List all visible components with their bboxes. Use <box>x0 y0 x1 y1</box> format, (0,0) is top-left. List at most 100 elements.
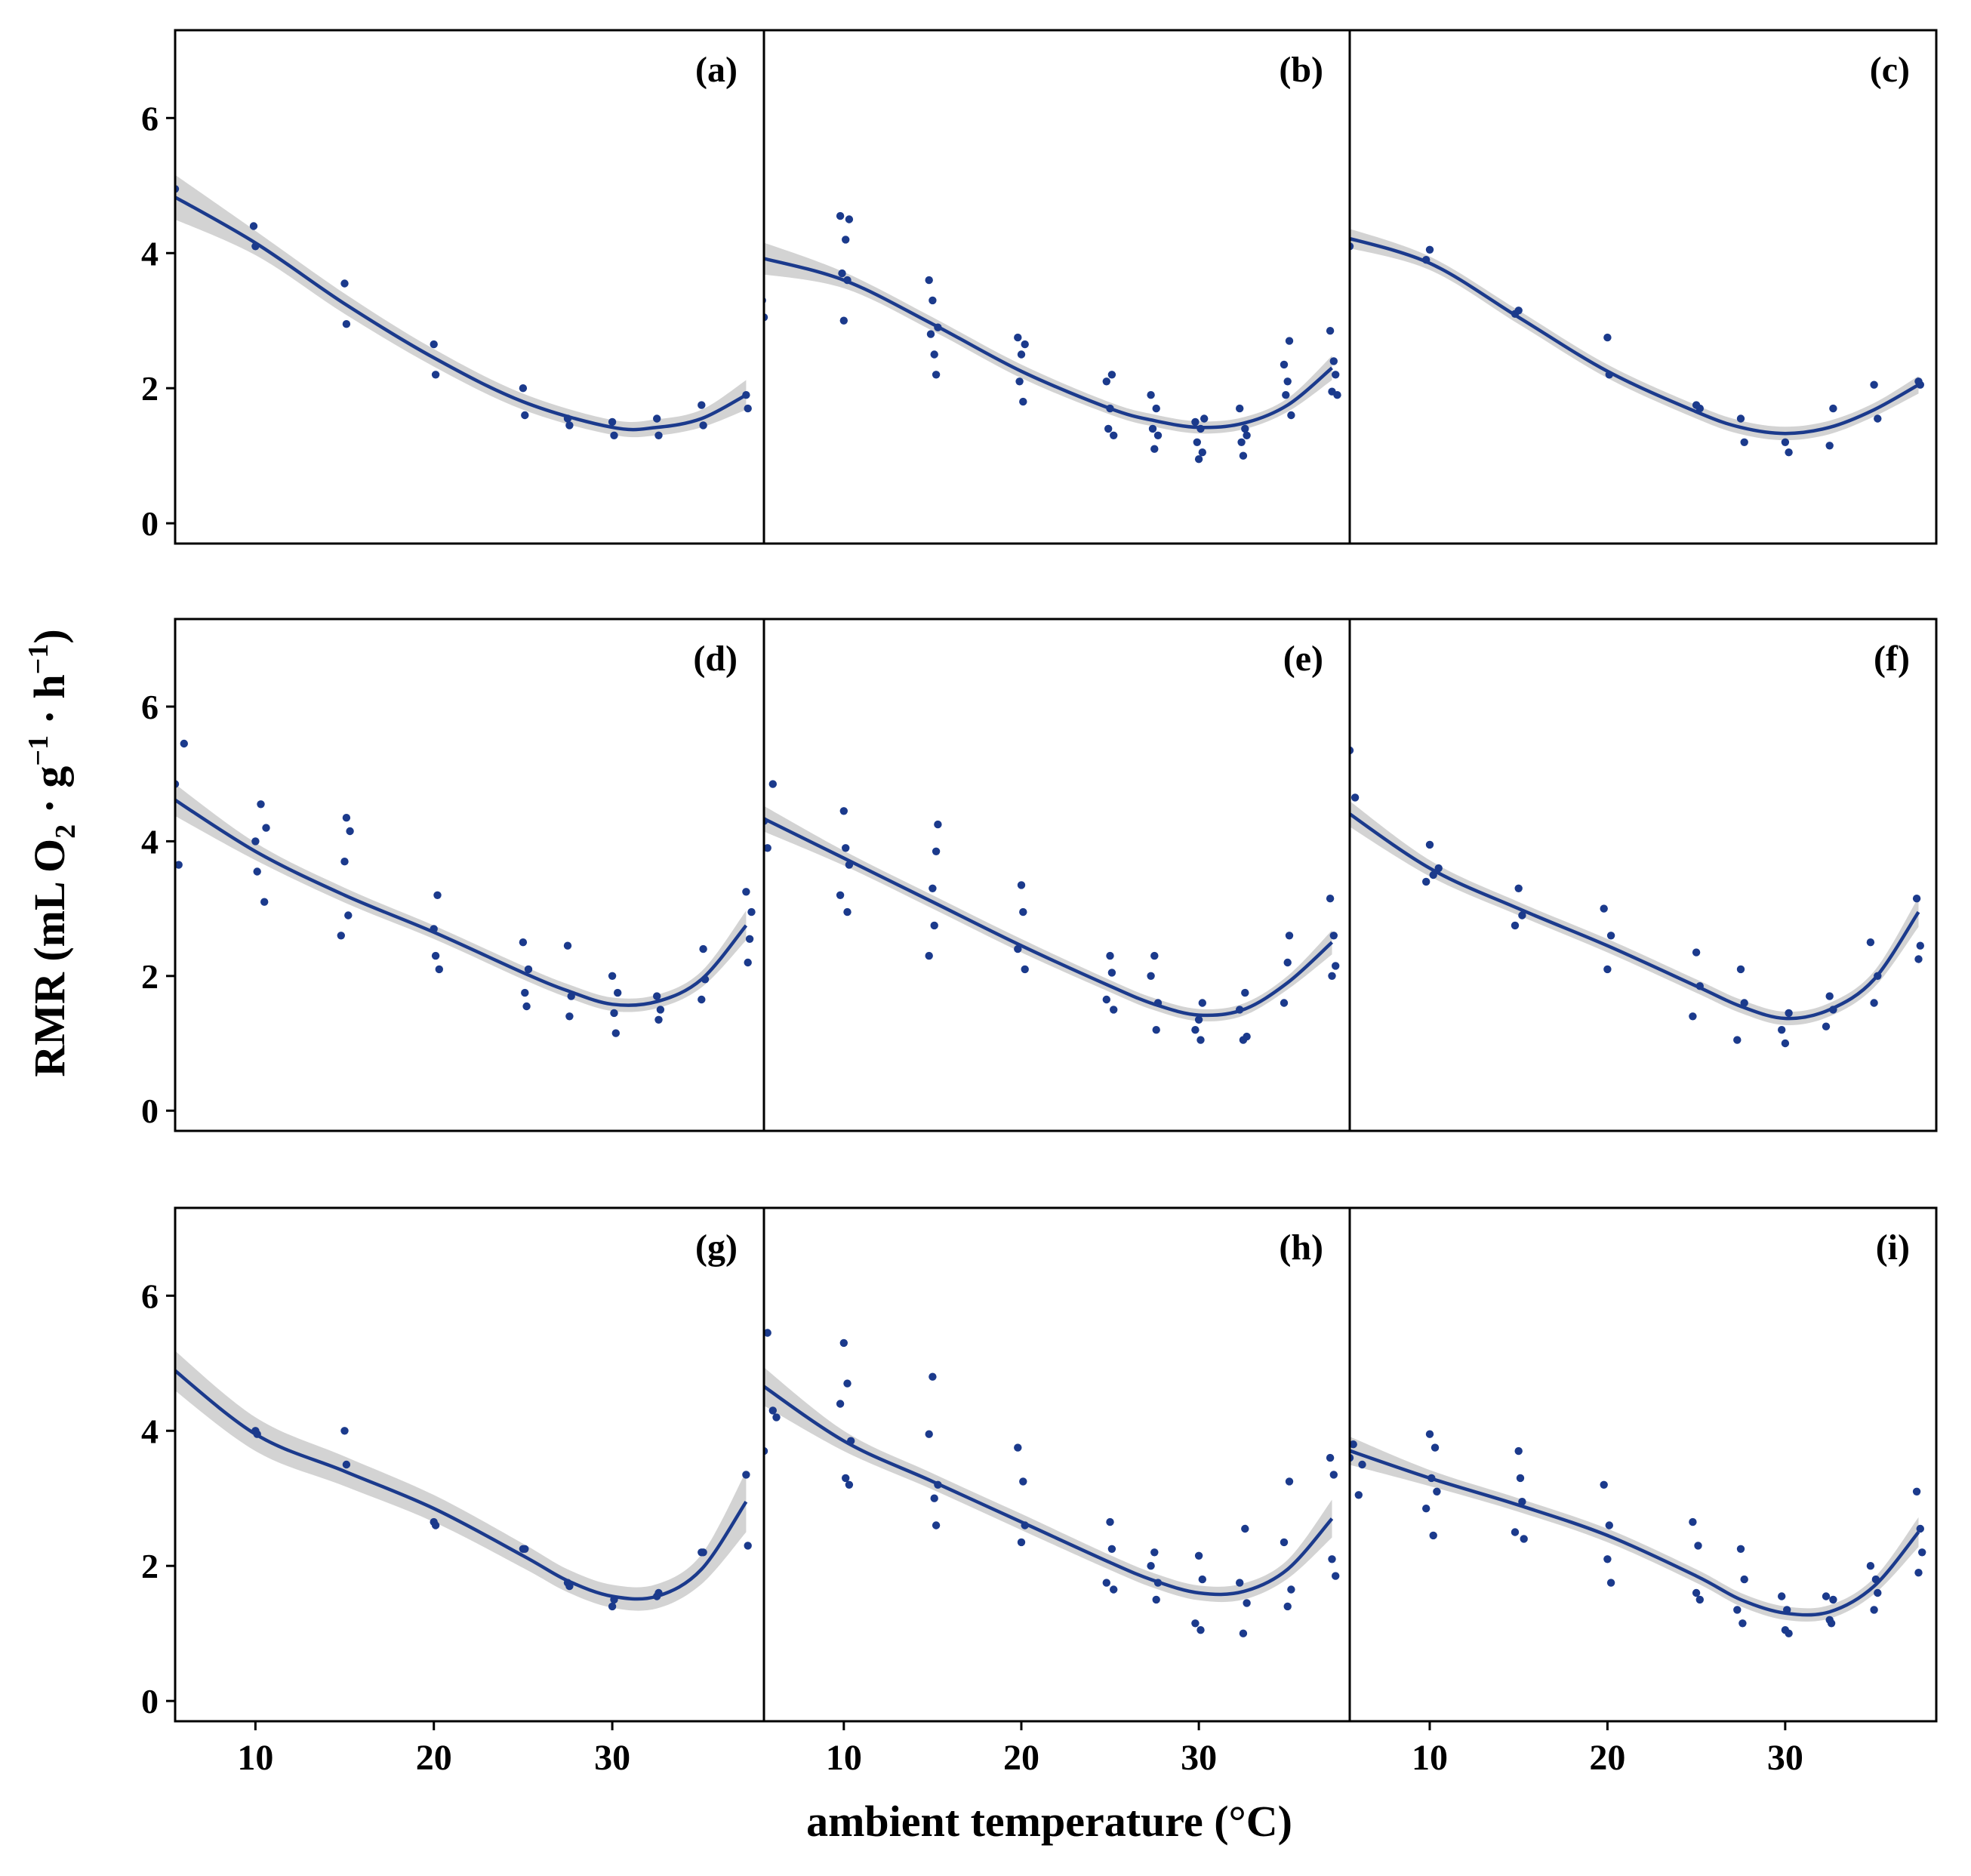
data-point <box>180 739 188 748</box>
panel-frame <box>174 29 765 545</box>
data-point <box>1329 1471 1338 1479</box>
data-point <box>162 817 170 824</box>
data-point <box>1014 1443 1022 1452</box>
data-point <box>930 921 938 930</box>
data-point <box>342 320 351 328</box>
data-point <box>1152 404 1160 413</box>
data-point <box>845 1480 854 1489</box>
data-point <box>1429 1531 1437 1540</box>
data-point <box>1285 337 1294 345</box>
data-point <box>1606 1579 1615 1587</box>
panel-label: (i) <box>1876 1228 1910 1268</box>
data-point <box>1337 233 1344 240</box>
data-point <box>1241 988 1249 997</box>
panel-frame <box>762 618 1351 1132</box>
plot-area <box>753 722 1340 1044</box>
data-point <box>1107 969 1116 977</box>
data-point <box>1825 992 1834 1000</box>
y-tick-label: 4 <box>141 822 159 861</box>
data-point <box>1829 404 1837 413</box>
y-tick-label: 6 <box>141 688 159 726</box>
panel-label: (a) <box>695 50 738 90</box>
y-axis-title-mid2: · h <box>25 674 74 735</box>
data-point <box>930 350 938 359</box>
data-point <box>1329 357 1338 365</box>
confidence-band <box>175 174 747 438</box>
confidence-band <box>1350 1436 1919 1622</box>
x-tick-label: 10 <box>237 1738 273 1778</box>
data-point <box>1110 1585 1118 1594</box>
data-point <box>249 222 258 230</box>
data-point <box>744 958 752 967</box>
data-point <box>175 861 183 869</box>
data-point <box>1914 955 1923 963</box>
data-point <box>1198 1575 1207 1584</box>
data-point <box>1014 333 1022 342</box>
data-point <box>934 820 942 829</box>
data-point <box>1606 932 1615 940</box>
data-point <box>1829 1595 1837 1604</box>
data-point <box>342 1460 351 1469</box>
data-point <box>1918 1548 1926 1557</box>
data-point <box>1689 1517 1697 1526</box>
data-point <box>1600 1480 1608 1489</box>
panel-e: (e) <box>753 618 1351 1132</box>
data-point <box>431 1521 440 1529</box>
data-point <box>1422 877 1431 886</box>
data-point <box>346 827 354 836</box>
data-point <box>1110 431 1118 439</box>
data-point <box>1736 1545 1745 1553</box>
y-tick-label: 2 <box>141 1547 159 1585</box>
data-point <box>340 1427 349 1435</box>
y-tick-label: 0 <box>141 1092 159 1130</box>
data-point <box>1354 1491 1363 1499</box>
data-point <box>262 824 270 832</box>
x-tick-label: 10 <box>826 1738 862 1778</box>
data-point <box>337 932 345 940</box>
panel-frame <box>174 618 765 1132</box>
data-point <box>699 944 707 953</box>
data-point <box>1191 417 1200 427</box>
data-point <box>1874 414 1882 423</box>
data-point <box>1740 1575 1748 1584</box>
data-point <box>932 1521 941 1529</box>
panel-label: (b) <box>1279 50 1323 90</box>
y-tick-label: 6 <box>141 1277 159 1315</box>
data-point <box>1239 1629 1248 1637</box>
panel-frame <box>174 1206 765 1723</box>
data-point <box>435 965 443 974</box>
data-point <box>344 911 353 920</box>
y-tick-label: 0 <box>141 1682 159 1720</box>
data-point <box>1153 431 1163 439</box>
fit-line <box>764 817 1334 1018</box>
data-point <box>1243 1032 1251 1041</box>
data-point <box>1102 995 1111 1004</box>
data-point <box>742 1471 750 1479</box>
data-point <box>1147 972 1155 981</box>
panel-label: (f) <box>1874 639 1910 679</box>
data-point <box>340 858 349 866</box>
data-point <box>430 340 438 349</box>
data-point <box>1912 1487 1921 1496</box>
data-point <box>1326 1453 1335 1462</box>
data-point <box>1695 404 1704 413</box>
data-point <box>1283 958 1292 967</box>
data-point <box>1870 999 1878 1007</box>
data-point <box>1285 932 1294 940</box>
data-point <box>751 1282 759 1289</box>
data-point <box>1332 371 1340 379</box>
y-axis-title-sub: 2 <box>50 824 82 839</box>
y-tick-label: 4 <box>141 1412 159 1450</box>
data-point <box>1280 999 1289 1007</box>
fit-line <box>175 195 747 432</box>
data-point <box>257 800 265 809</box>
data-point <box>608 972 617 981</box>
data-point <box>747 907 756 916</box>
data-point <box>1014 944 1022 953</box>
data-point <box>925 951 933 960</box>
data-point <box>1778 1592 1786 1600</box>
data-point <box>251 837 260 846</box>
data-point <box>753 800 760 808</box>
data-point <box>925 1430 933 1438</box>
